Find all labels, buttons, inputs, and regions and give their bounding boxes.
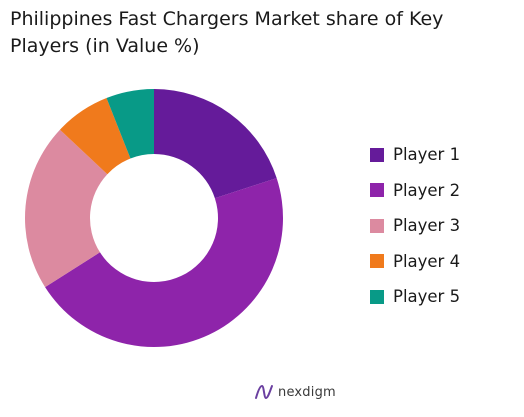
legend-swatch — [370, 254, 384, 269]
legend-swatch — [370, 147, 384, 162]
donut-slice-player-3[interactable] — [24, 129, 108, 288]
legend-item-player-2[interactable]: Player 2 — [370, 173, 460, 209]
donut-slices — [24, 89, 283, 347]
chart-legend: Player 1 Player 2 Player 3 Player 4 Play… — [370, 137, 460, 315]
legend-item-player-4[interactable]: Player 4 — [370, 244, 460, 280]
legend-swatch — [370, 289, 384, 304]
legend-swatch — [370, 218, 384, 233]
chart-title: Philippines Fast Chargers Market share o… — [10, 8, 444, 57]
brand-name: nexdigm — [278, 384, 336, 400]
donut-slice-player-1[interactable] — [154, 89, 277, 199]
donut-slice-player-2[interactable] — [45, 178, 283, 347]
donut-slice-player-4[interactable] — [59, 98, 131, 175]
legend-item-player-1[interactable]: Player 1 — [370, 137, 460, 173]
legend-label: Player 1 — [393, 145, 461, 165]
donut-slice-player-5[interactable] — [106, 89, 154, 159]
legend-label: Player 2 — [393, 180, 461, 200]
legend-item-player-3[interactable]: Player 3 — [370, 208, 460, 244]
brand-logo: nexdigm — [254, 383, 336, 401]
legend-label: Player 4 — [393, 251, 461, 271]
nexdigm-logo-icon — [255, 384, 273, 400]
legend-swatch — [370, 183, 384, 198]
legend-label: Player 3 — [393, 216, 461, 236]
legend-label: Player 5 — [393, 287, 461, 307]
legend-item-player-5[interactable]: Player 5 — [370, 279, 460, 315]
